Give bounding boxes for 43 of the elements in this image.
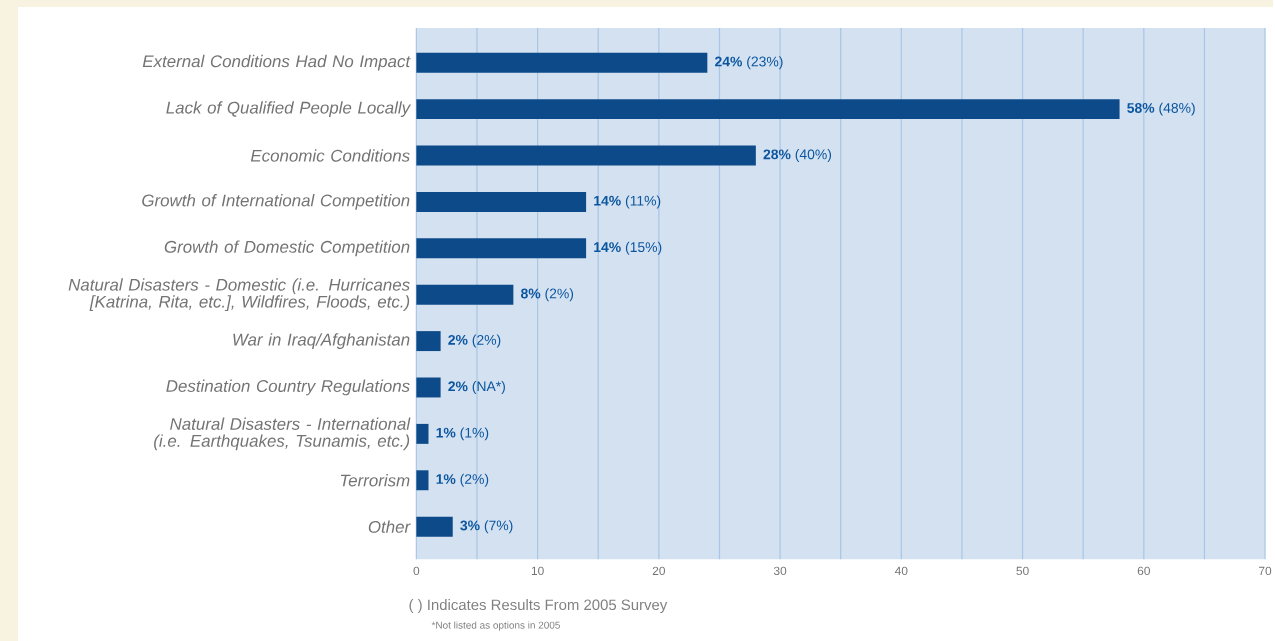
data-label: 2% (NA*) [448, 380, 505, 394]
data-label: 3% (7%) [460, 520, 513, 534]
bar [416, 423, 429, 444]
y-tick-label: Natural Disasters - Domestic (i.e. Hurricanes [Katrina, Rita, etc.], Wildfires, Floods, etc.) [68, 278, 410, 312]
data-label: 28% (40%) [763, 149, 832, 163]
x-tick-label: 30 [773, 566, 787, 576]
data-label: 1% (2%) [436, 473, 489, 487]
data-label: 14% (11%) [594, 195, 661, 209]
bar [416, 516, 453, 537]
bar [416, 470, 429, 491]
y-tick-label: Other [368, 520, 411, 533]
text: ( ) Indicates Results From 2005 Survey [409, 599, 668, 613]
data-label: 8% (2%) [520, 288, 574, 302]
bar [416, 238, 587, 259]
y-tick-label: Terrorism [340, 474, 410, 487]
bar [416, 191, 587, 212]
x-tick-label: 50 [1016, 566, 1029, 576]
y-tick-label: War in Iraq/Afghanistan [233, 333, 410, 349]
data-label: 1% (1%) [436, 427, 489, 441]
x-tick-label: 40 [894, 566, 908, 576]
y-tick-label: Growth of Domestic Competition [164, 240, 410, 257]
y-tick-label: Lack of Qualified People Locally [166, 101, 411, 118]
y-tick-label: Growth of International Competition [142, 194, 410, 210]
x-tick-label: 70 [1259, 566, 1272, 576]
bar [416, 99, 1120, 120]
x-tick-label: 60 [1137, 566, 1150, 576]
bar [416, 145, 756, 166]
data-label: 14% (15%) [594, 241, 662, 255]
text: *Not listed as options in 2005 [431, 621, 560, 631]
y-tick-label: Natural Disasters - International (i.e. Earthquakes, Tsunamis, etc.) [154, 417, 411, 451]
bar [416, 331, 441, 352]
bar [416, 52, 708, 73]
y-tick-label: External Conditions Had No Impact [142, 54, 411, 71]
bar [416, 284, 514, 305]
data-label: 24% (23%) [715, 56, 783, 70]
data-label: 58% (48%) [1127, 102, 1195, 116]
y-tick-label: Economic Conditions [250, 149, 410, 162]
data-label: 2% (2%) [448, 334, 501, 348]
bar [416, 377, 441, 398]
x-tick-label: 10 [531, 566, 544, 576]
x-tick-label: 0 [413, 566, 420, 576]
y-tick-label: Destination Country Regulations [166, 379, 410, 396]
x-tick-label: 20 [652, 566, 666, 576]
